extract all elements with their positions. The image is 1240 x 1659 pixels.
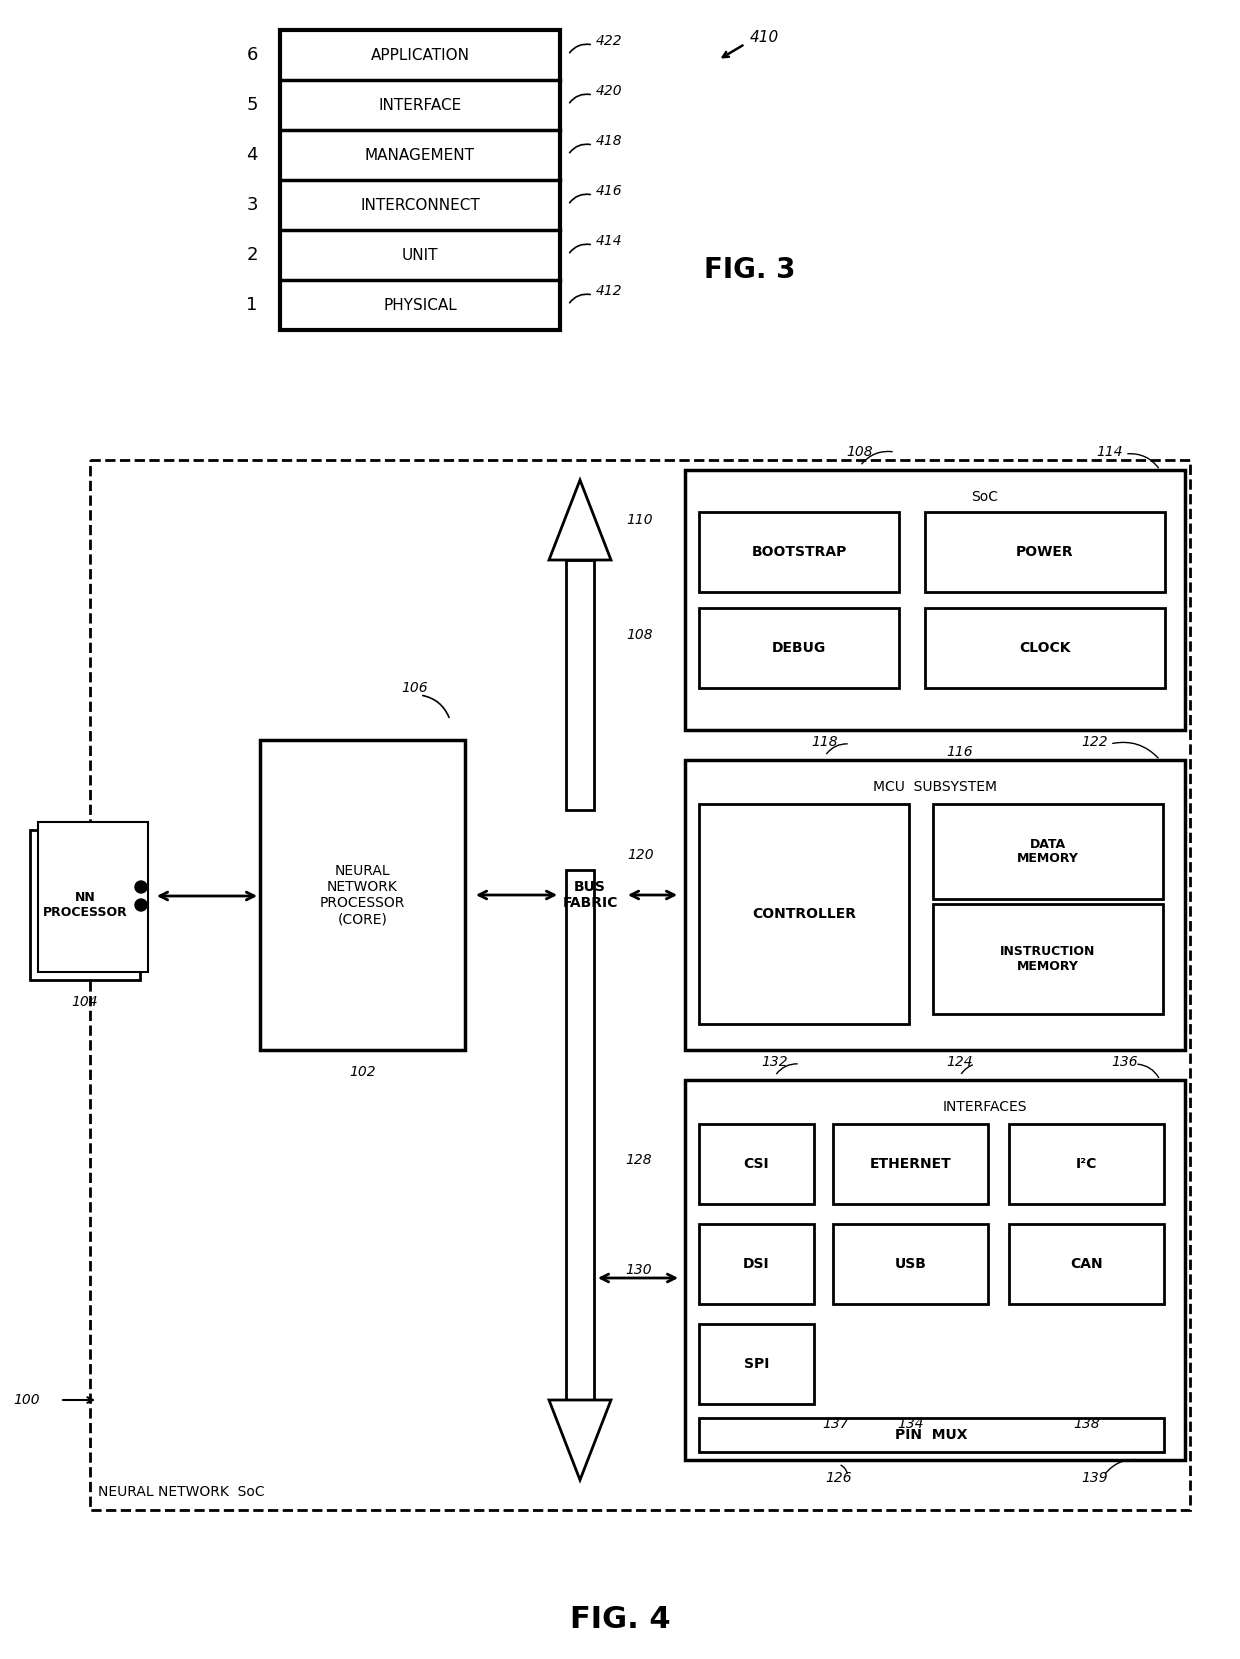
Text: 136: 136 — [1112, 1055, 1138, 1068]
Text: 2: 2 — [247, 246, 258, 264]
Bar — [833, 1224, 988, 1304]
Text: 137: 137 — [822, 1417, 848, 1432]
Text: 114: 114 — [1096, 445, 1123, 460]
Text: POWER: POWER — [1017, 546, 1074, 559]
Bar — [1009, 1224, 1164, 1304]
Text: 412: 412 — [596, 284, 622, 299]
Text: 416: 416 — [596, 184, 622, 197]
Text: DEBUG: DEBUG — [771, 640, 826, 655]
Text: DSI: DSI — [743, 1258, 770, 1271]
Bar — [1009, 1125, 1164, 1204]
Text: CLOCK: CLOCK — [1019, 640, 1071, 655]
Text: NEURAL
NETWORK
PROCESSOR
(CORE): NEURAL NETWORK PROCESSOR (CORE) — [320, 864, 405, 926]
Text: 5: 5 — [247, 96, 258, 114]
Text: INTERFACES: INTERFACES — [942, 1100, 1027, 1113]
Text: BOOTSTRAP: BOOTSTRAP — [751, 546, 847, 559]
Text: APPLICATION: APPLICATION — [371, 48, 470, 63]
Text: 1: 1 — [247, 295, 258, 314]
Text: 124: 124 — [946, 1055, 973, 1068]
Text: UNIT: UNIT — [402, 247, 438, 262]
Text: NEURAL NETWORK  SoC: NEURAL NETWORK SoC — [98, 1485, 264, 1500]
Text: BUS
FABRIC: BUS FABRIC — [562, 879, 618, 911]
Text: PHYSICAL: PHYSICAL — [383, 297, 456, 312]
Text: PIN  MUX: PIN MUX — [895, 1428, 967, 1442]
Text: 422: 422 — [596, 33, 622, 48]
Bar — [699, 805, 909, 1024]
Text: FIG. 3: FIG. 3 — [704, 255, 796, 284]
Text: INTERCONNECT: INTERCONNECT — [360, 197, 480, 212]
Bar — [932, 904, 1163, 1014]
Text: CAN: CAN — [1070, 1258, 1102, 1271]
Text: MANAGEMENT: MANAGEMENT — [365, 148, 475, 163]
Bar — [684, 1080, 1185, 1460]
Text: 128: 128 — [625, 1153, 652, 1166]
Text: NN
PROCESSOR: NN PROCESSOR — [42, 891, 128, 919]
Text: 108: 108 — [847, 445, 873, 460]
Text: CONTROLLER: CONTROLLER — [751, 907, 856, 921]
Text: 134: 134 — [898, 1417, 924, 1432]
Text: FIG. 4: FIG. 4 — [569, 1606, 671, 1634]
Text: 118: 118 — [812, 735, 838, 748]
Bar — [925, 607, 1166, 688]
Text: 3: 3 — [247, 196, 258, 214]
Text: 138: 138 — [1073, 1417, 1100, 1432]
Bar — [684, 469, 1185, 730]
Text: 410: 410 — [750, 30, 779, 45]
Text: 6: 6 — [247, 46, 258, 65]
Text: 132: 132 — [761, 1055, 789, 1068]
Text: CSI: CSI — [744, 1156, 769, 1171]
Text: I²C: I²C — [1076, 1156, 1097, 1171]
Bar — [260, 740, 465, 1050]
Bar — [280, 30, 560, 330]
Text: 139: 139 — [1081, 1472, 1107, 1485]
Circle shape — [135, 899, 148, 911]
Text: MCU  SUBSYSTEM: MCU SUBSYSTEM — [873, 780, 997, 795]
Text: 100: 100 — [14, 1394, 40, 1407]
Text: 130: 130 — [625, 1262, 652, 1277]
Text: 120: 120 — [627, 848, 653, 863]
Bar — [565, 561, 594, 810]
Bar — [565, 869, 594, 1400]
Bar — [699, 513, 899, 592]
Bar — [699, 1418, 1164, 1452]
Text: 106: 106 — [402, 680, 428, 695]
Bar — [699, 1224, 813, 1304]
Bar — [38, 821, 148, 972]
Text: 4: 4 — [247, 146, 258, 164]
Text: 420: 420 — [596, 85, 622, 98]
Bar — [925, 513, 1166, 592]
Text: 122: 122 — [1081, 735, 1109, 748]
Text: INTERFACE: INTERFACE — [378, 98, 461, 113]
Text: ETHERNET: ETHERNET — [869, 1156, 951, 1171]
Text: SoC: SoC — [971, 489, 998, 504]
Text: INSTRUCTION
MEMORY: INSTRUCTION MEMORY — [1001, 946, 1096, 972]
Text: 104: 104 — [72, 995, 98, 1009]
Bar — [932, 805, 1163, 899]
Polygon shape — [549, 1400, 611, 1480]
Text: 116: 116 — [946, 745, 973, 760]
Text: 108: 108 — [626, 629, 652, 642]
Polygon shape — [549, 479, 611, 561]
Text: 126: 126 — [825, 1472, 852, 1485]
Circle shape — [135, 881, 148, 893]
Bar — [699, 1125, 813, 1204]
Bar — [699, 1324, 813, 1404]
Text: 102: 102 — [350, 1065, 376, 1078]
Bar — [833, 1125, 988, 1204]
Text: 110: 110 — [626, 513, 652, 528]
Bar — [684, 760, 1185, 1050]
Text: SPI: SPI — [744, 1357, 769, 1370]
Bar — [699, 607, 899, 688]
Text: DATA
MEMORY: DATA MEMORY — [1017, 838, 1079, 866]
Bar — [30, 830, 140, 980]
Bar — [91, 460, 1190, 1510]
Text: 414: 414 — [596, 234, 622, 247]
Text: 418: 418 — [596, 134, 622, 148]
Text: USB: USB — [894, 1258, 926, 1271]
